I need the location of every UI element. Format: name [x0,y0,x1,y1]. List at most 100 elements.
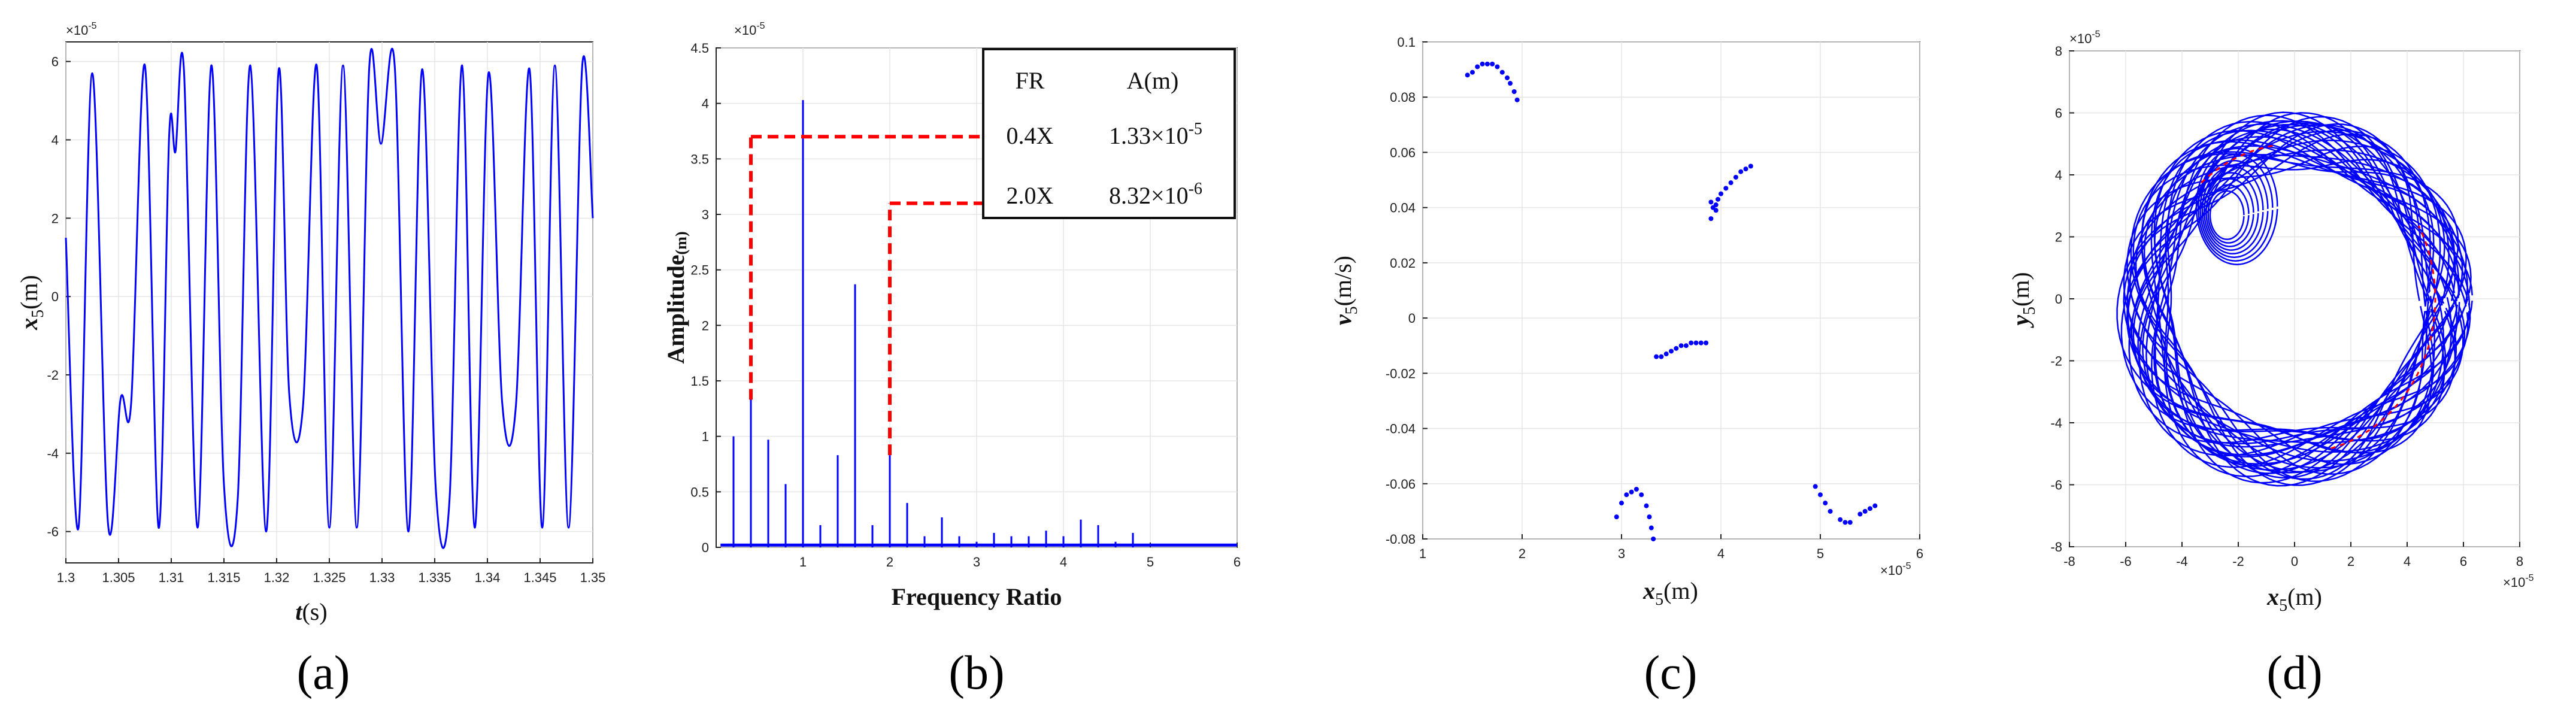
plot-area-c [1422,41,1920,540]
y-tick-label-a: 6 [51,54,59,69]
scatter-point [1828,508,1833,514]
scatter-point [1862,508,1868,514]
scatter-point [1651,537,1656,541]
x-axis-label-c: x5(m) [1642,577,1698,609]
x-tick-label-c: 3 [1618,546,1625,561]
y-tick-label-b: 0.5 [690,484,709,499]
y-tick-label-b: 2.5 [690,263,709,278]
y-tick-label-c: -0.04 [1386,422,1416,437]
scatter-point [1713,202,1719,208]
table-row1-fr: 0.4X [1007,122,1054,149]
scatter-point [1838,517,1843,522]
panel-a: 1.3 1.305 1.31 1.315 1.32 1.325 1.33 1.335 1.34 1… [16,21,605,699]
y-tick-label-d: -2 [2050,354,2062,369]
orbit-loop [2130,153,2459,480]
scatter-point [1733,174,1738,180]
scatter-point [1648,525,1654,531]
x-tick-label-a: 1.35 [580,570,606,585]
caption-c: (c) [1644,647,1698,699]
x-tick-label-b: 4 [1060,555,1067,569]
x-tick-label-d: -8 [2063,554,2075,569]
orbit-loop [2141,151,2456,471]
ticks-c: 1 2 3 4 5 6 -0.08 -0.06 -0.04 -0.02 0 0.02 0.04 0.06 0… [1386,35,1923,561]
x-tick-label-d: -2 [2232,554,2244,569]
x-tick-label-a: 1.31 [159,570,184,585]
y-tick-label-c: 0 [1408,311,1416,326]
y-tick-label-a: 2 [51,211,59,226]
orbit-loop [2128,122,2456,444]
x-tick-label-b: 6 [1234,555,1241,569]
scatter-point [1708,216,1714,222]
y-tick-label-b: 4.5 [690,41,709,56]
x-tick-label-c: 2 [1519,546,1526,561]
y-tick-label-c: 0.1 [1397,35,1416,50]
x-tick-label-d: 6 [2460,554,2467,569]
scatter-point [1619,501,1624,506]
orbit-inner-loop [2195,147,2278,265]
orbit-inner-loop [2198,153,2274,262]
y-tick-label-a: 0 [51,289,59,304]
scatter-point [1659,354,1664,359]
scatter-point [1465,72,1470,78]
scatter-point [1847,520,1853,525]
x-tick-label-d: 4 [2404,554,2411,569]
scatter-point [1514,97,1520,102]
orbit-inner-loop [2201,166,2264,254]
ticks-a: 1.3 1.305 1.31 1.315 1.32 1.325 1.33 1.335 1.34 1… [47,54,605,585]
y-tick-label-d: -8 [2050,540,2062,555]
y-tick-label-d: 6 [2055,106,2062,121]
y-tick-label-d: 0 [2055,292,2062,307]
orbit-inner-loop [2205,178,2254,247]
x-tick-label-c: 1 [1419,546,1426,561]
y-tick-label-b: 4 [702,96,709,111]
panel-b: 1 2 3 4 5 6 0 0.5 1 1.5 2 2.5 3 3.5 4 4.5 ×10-5 Frequen… [662,21,1241,699]
scatter-point [1674,346,1679,351]
orbit-loop [2151,128,2469,468]
scatter-point [1475,64,1480,69]
x-tick-label-a: 1.32 [264,570,290,585]
scatter-point [1614,514,1619,520]
scatter-point [1678,343,1684,349]
scatter-point [1499,69,1505,75]
x-tick-label-a: 1.315 [207,570,240,585]
x-tick-label-c: 4 [1717,546,1725,561]
scatter-point [1629,489,1634,495]
scatter-point [1813,484,1818,489]
y-tick-label-a: 4 [51,133,59,148]
scatter-point [1842,520,1848,525]
x-tick-label-a: 1.305 [102,570,135,585]
y-axis-label-c: v5(m/s) [1329,256,1361,325]
y-tick-label-d: 2 [2055,230,2062,245]
series-line-a [65,48,594,549]
y-tick-label-c: 0.08 [1390,90,1416,105]
orbit-inner-loop [2199,159,2269,258]
y-tick-label-b: 3.5 [690,152,709,166]
scatter-point [1644,503,1649,508]
y-tick-label-c: -0.06 [1386,477,1416,492]
y-tick-label-b: 0 [702,540,709,555]
y-tick-label-b: 3 [702,207,709,222]
panel-c: 1 2 3 4 5 6 -0.08 -0.06 -0.04 -0.02 0 0.02 0.04 0.06 0… [1329,35,1923,699]
y-axis-label-d: y5(m) [2007,272,2039,328]
scatter-points-c [1465,61,1878,541]
y-tick-label-d: -4 [2050,416,2062,431]
orbit-loop [2116,129,2433,454]
scatter-point [1669,349,1674,354]
scatter-point [1647,514,1652,520]
orbit-loop [2154,145,2468,484]
scatter-point [1818,492,1823,498]
scatter-point [1748,163,1753,169]
caption-d: (d) [2266,647,2322,699]
ticks-b: 1 2 3 4 5 6 0 0.5 1 1.5 2 2.5 3 3.5 4 4.5 [690,41,1241,569]
x-tick-label-b: 3 [973,555,980,569]
grid-c [1422,41,1920,540]
orbit-highlight-d [2197,144,2436,450]
table-row1-amp: 1.33×10-5 [1109,120,1202,149]
scatter-point [1484,61,1490,66]
scatter-point [1689,340,1694,346]
caption-b: (b) [948,647,1004,699]
bars-b [732,100,1134,547]
table-row2-amp: 8.32×10-6 [1109,180,1202,209]
orbit-loop [2135,149,2456,486]
scatter-point [1654,354,1659,359]
